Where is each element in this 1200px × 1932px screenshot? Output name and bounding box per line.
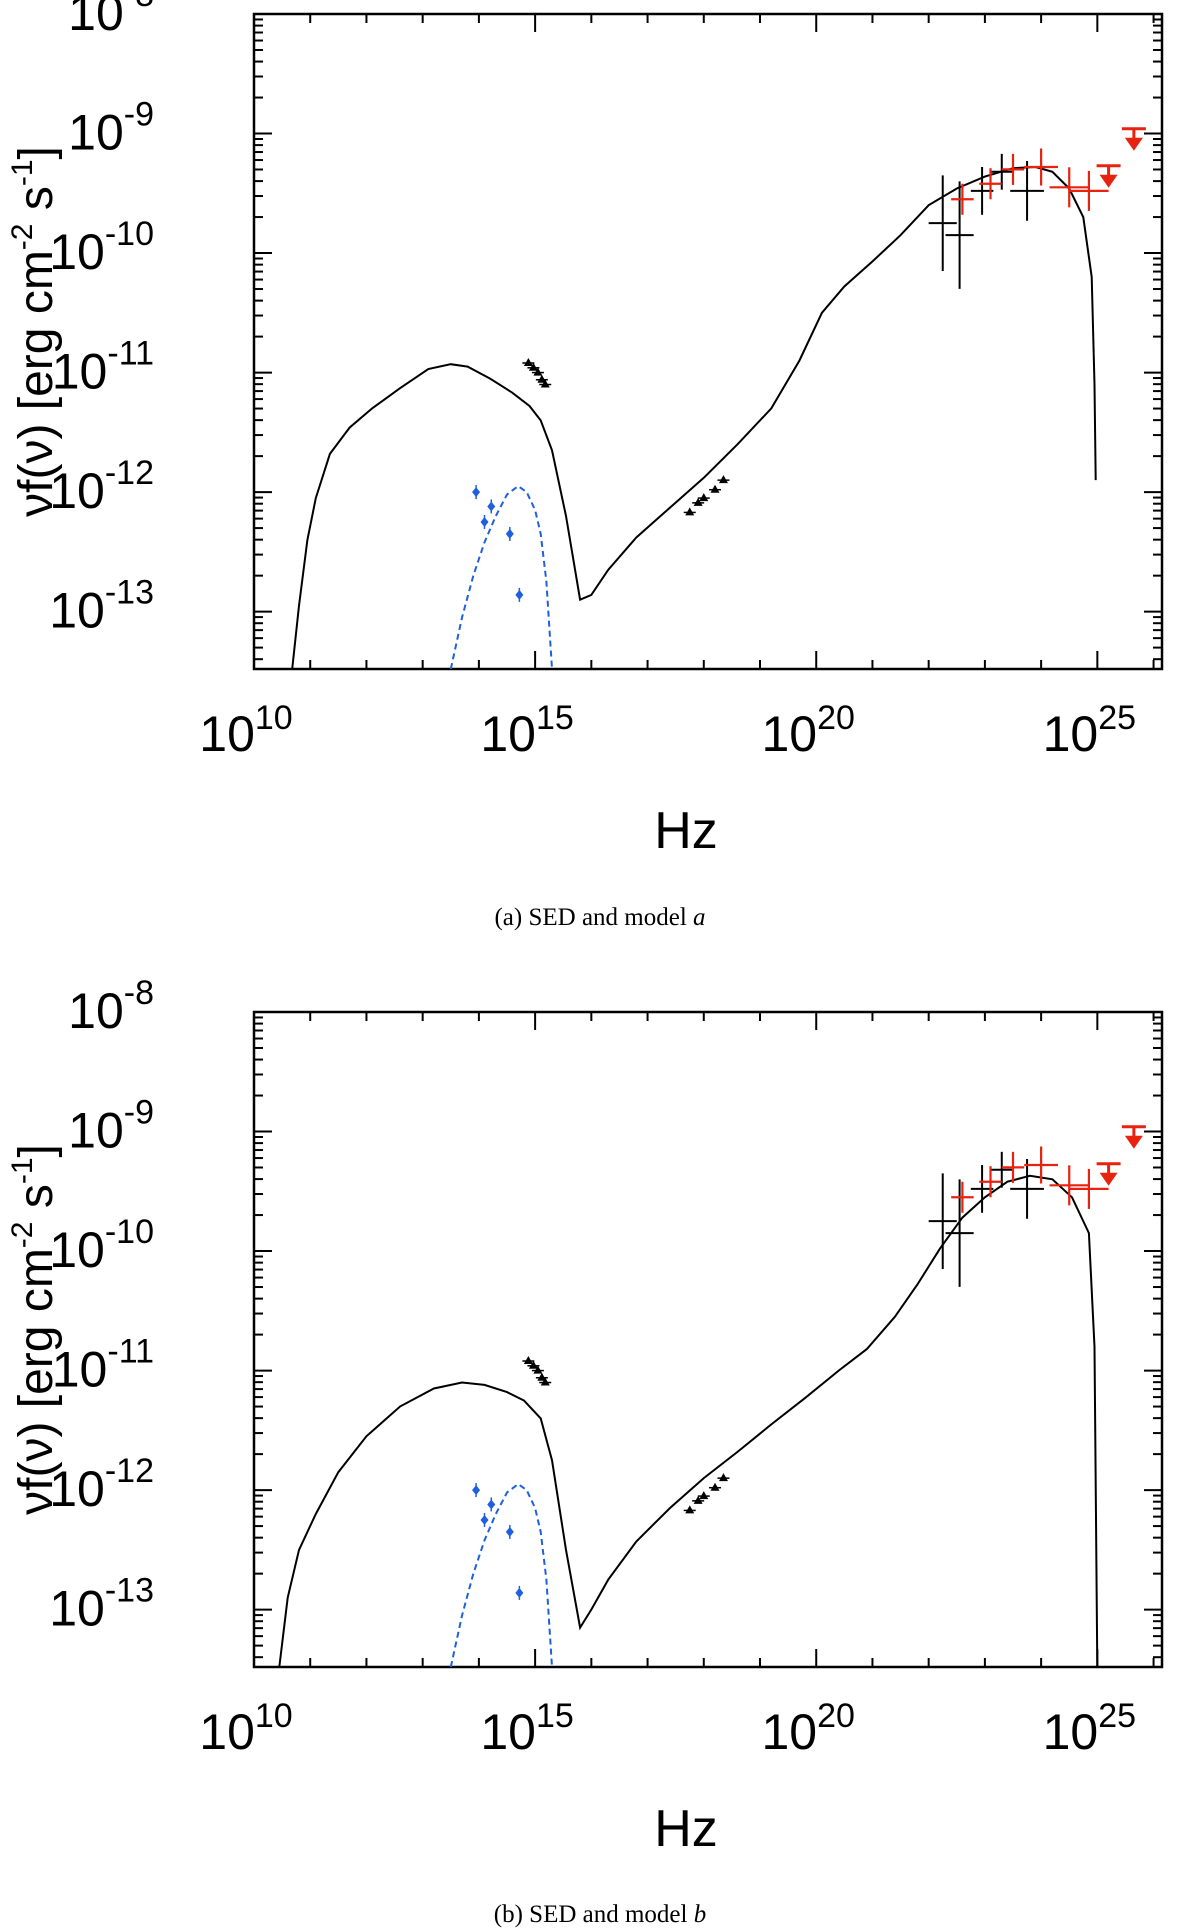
y-tick-label: 10-9	[68, 96, 154, 161]
plot-frame	[252, 12, 1164, 671]
uv-point	[523, 1356, 533, 1365]
x-tick-label: 1020	[762, 1697, 855, 1760]
panel-a: 1010 1015 1020 1025 10-8 10-9 10-10 10-11 10-12 1…	[6, 0, 1164, 931]
x-axis-label: Hz	[654, 802, 718, 860]
y-tick-label: 10-10	[49, 1213, 154, 1278]
y-tick-label: 10-13	[49, 574, 154, 639]
uv-point	[537, 374, 547, 383]
y-tick-label: 10-10	[49, 215, 154, 280]
xray-point	[693, 497, 703, 506]
figure-caption: (b) SED and model b	[494, 1901, 706, 1928]
xray-point	[710, 1482, 720, 1491]
x-tick-label: 1010	[199, 1697, 292, 1760]
plot-area	[291, 127, 1146, 669]
xray-point	[699, 493, 709, 502]
y-axis-label: νf(ν) [erg cm-2 s-1]	[6, 1144, 63, 1515]
y-tick-label: 10-9	[68, 1094, 154, 1159]
x-tick-label: 1010	[199, 699, 292, 762]
x-tick-label: 1025	[1043, 1697, 1136, 1760]
model-curve	[291, 165, 1097, 669]
xray-point	[693, 1495, 703, 1504]
upper-limit-arrow	[1124, 1135, 1143, 1149]
uv-point	[537, 1372, 547, 1381]
y-tick-label: 10-11	[52, 335, 154, 400]
host-galaxy-curve	[449, 1482, 553, 1667]
uv-point	[533, 367, 543, 376]
x-tick-label: 1015	[480, 1697, 573, 1760]
x-tick-label: 1015	[480, 699, 573, 762]
y-tick-label: 10-11	[52, 1333, 154, 1398]
model-curve	[278, 1174, 1099, 1667]
uv-point	[523, 358, 533, 367]
uv-point	[533, 1365, 543, 1374]
xray-point	[718, 475, 728, 484]
y-tick-label: 10-12	[49, 1452, 154, 1517]
xray-point	[685, 1505, 695, 1514]
y-tick-label: 10-8	[68, 0, 154, 41]
upper-limit-arrow	[1124, 137, 1143, 151]
xray-point	[718, 1473, 728, 1482]
uv-point	[528, 362, 538, 371]
upper-limit-arrow	[1099, 174, 1118, 188]
host-galaxy-curve	[449, 484, 553, 669]
x-axis-label: Hz	[654, 1800, 718, 1858]
uv-point	[540, 379, 550, 388]
y-tick-label: 10-12	[49, 454, 154, 519]
xray-point	[699, 1491, 709, 1500]
panel-b: 1010 1015 1020 1025 10-8 10-9 10-10 10-11 10-12 1…	[6, 974, 1164, 1928]
uv-point	[528, 1360, 538, 1369]
plot-area	[278, 1125, 1146, 1667]
upper-limit-arrow	[1099, 1172, 1118, 1186]
uv-point	[540, 1377, 550, 1386]
xray-point	[685, 507, 695, 516]
y-tick-label: 10-13	[49, 1572, 154, 1637]
y-tick-label: 10-8	[68, 974, 154, 1039]
plot-frame	[252, 1010, 1164, 1669]
xray-point	[710, 484, 720, 493]
y-axis-label: νf(ν) [erg cm-2 s-1]	[6, 146, 63, 517]
x-tick-label: 1025	[1043, 699, 1136, 762]
figure-caption: (a) SED and model a	[494, 904, 705, 931]
x-tick-label: 1020	[762, 699, 855, 762]
